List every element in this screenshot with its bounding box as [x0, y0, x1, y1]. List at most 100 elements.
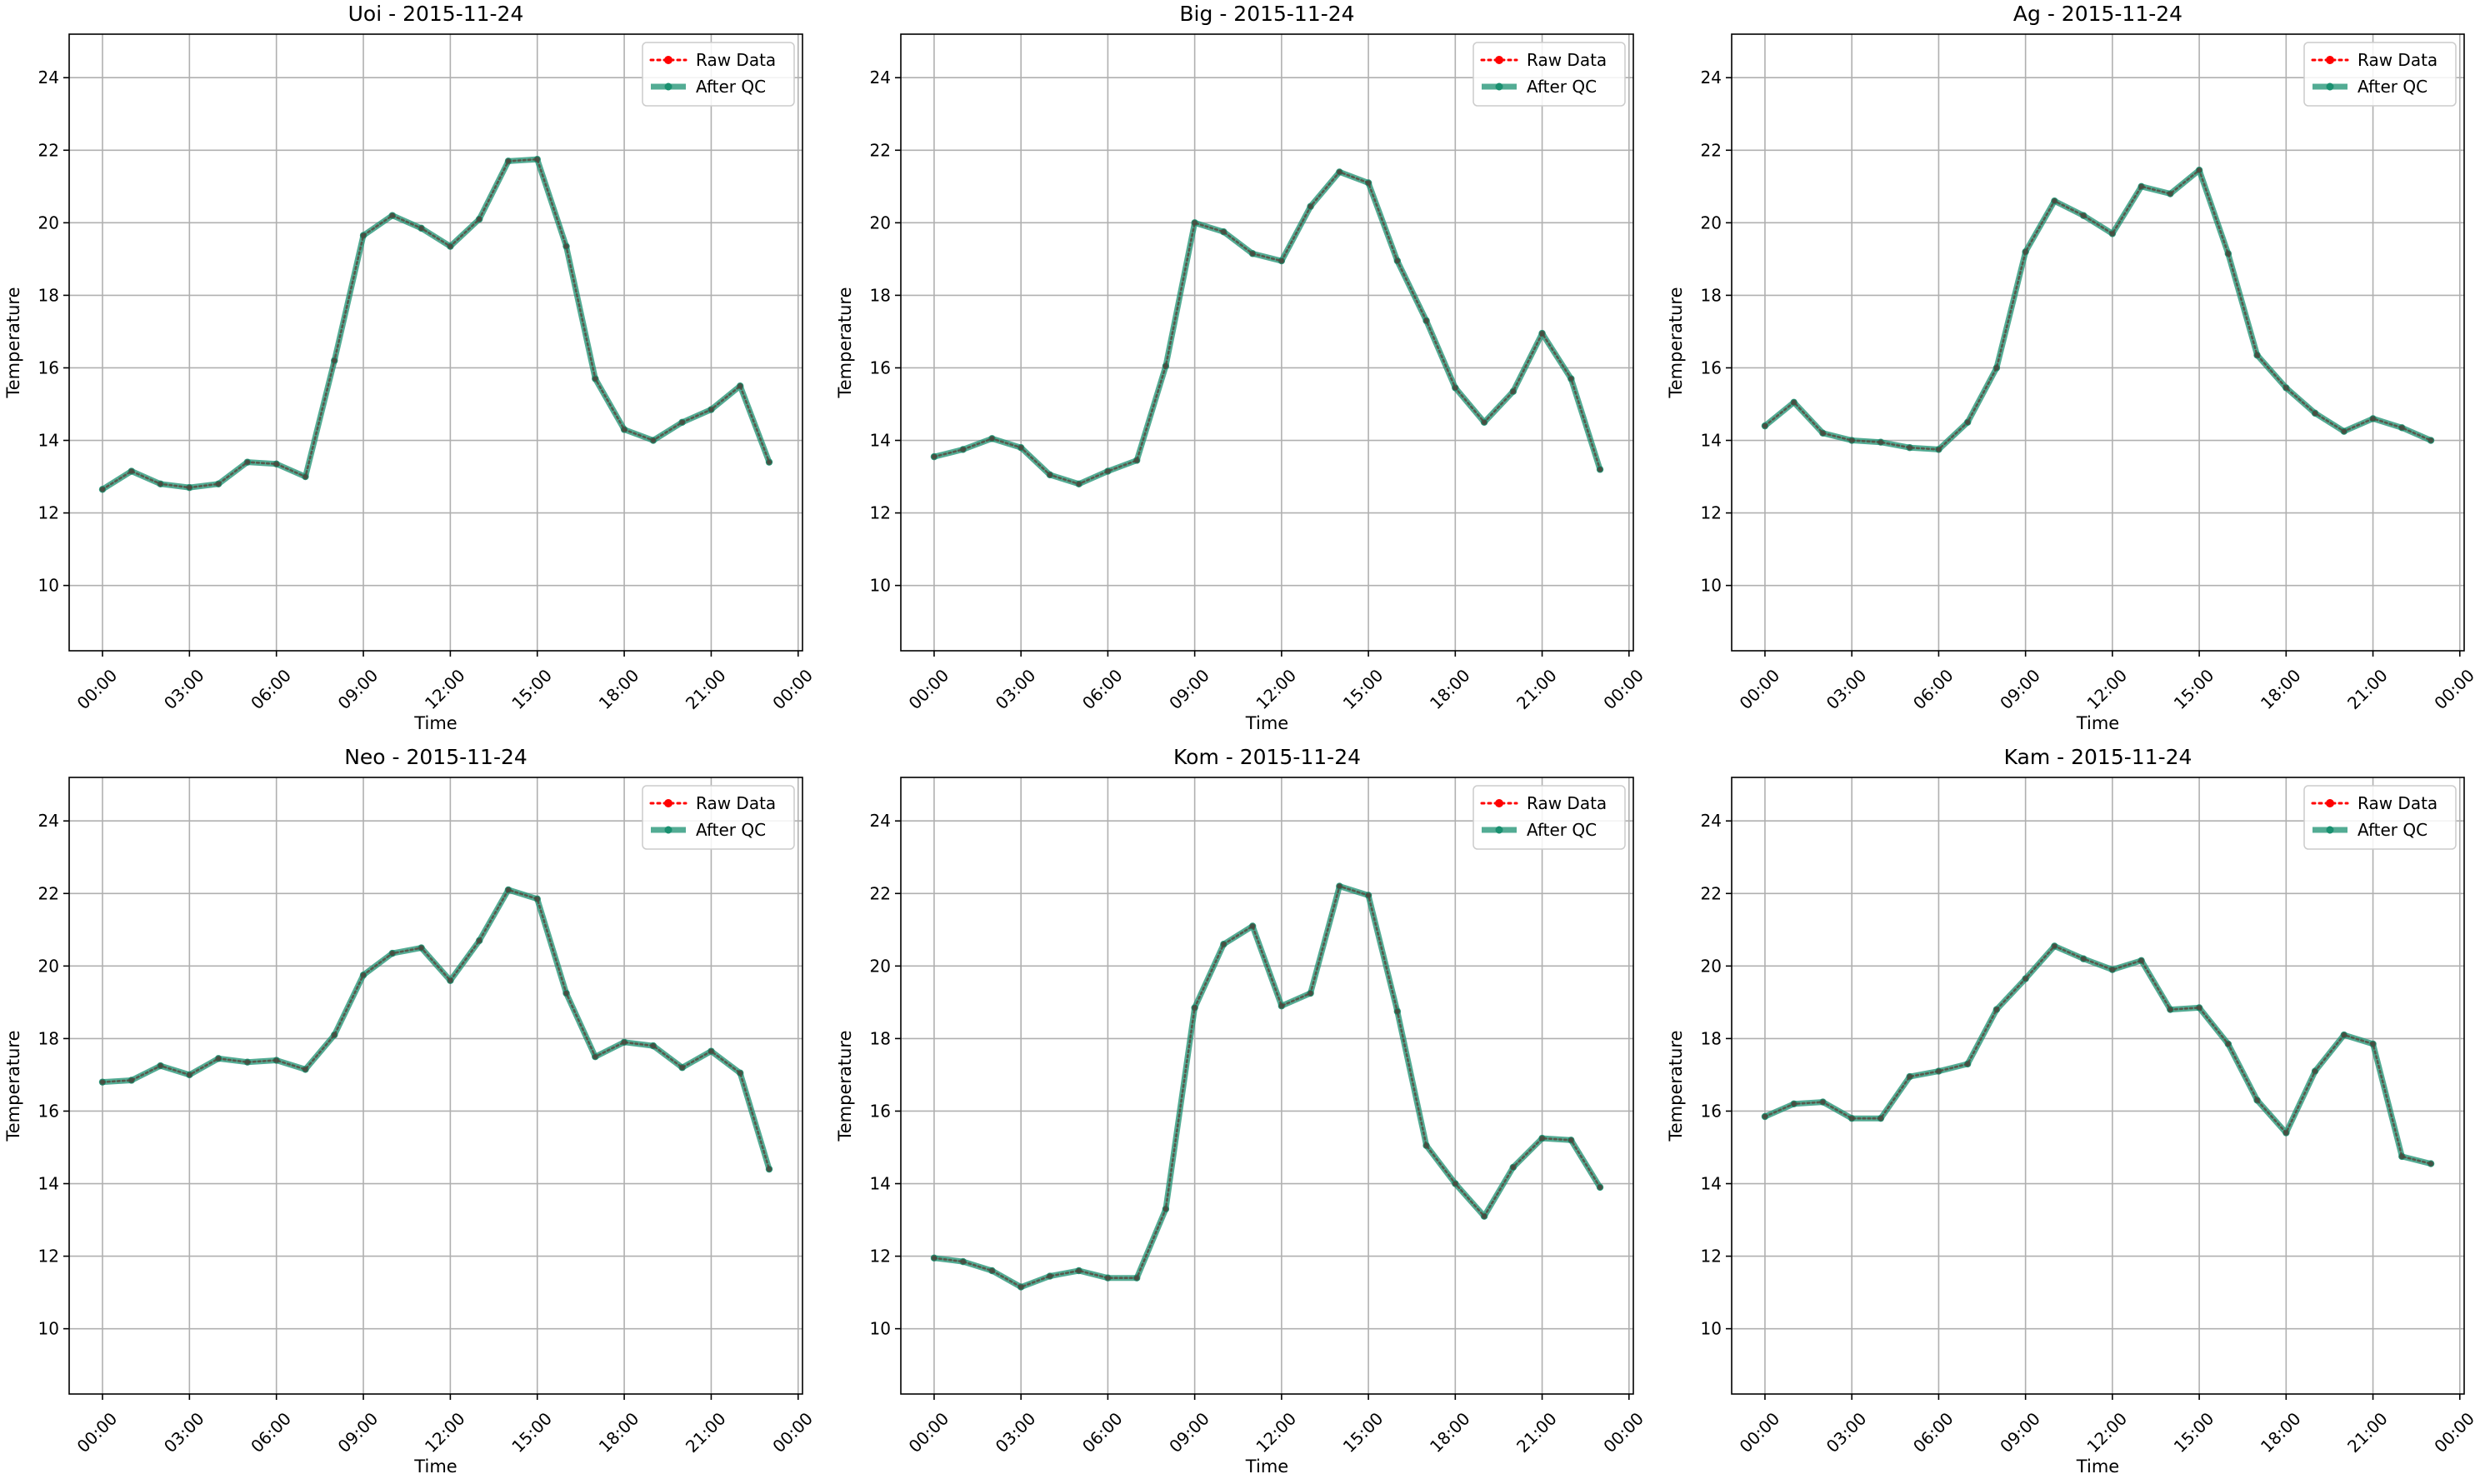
data-point: [2052, 198, 2058, 204]
x-tick-label: 00:00: [1599, 665, 1648, 713]
x-tick-label: 06:00: [247, 665, 295, 713]
y-tick-label: 12: [870, 1247, 891, 1267]
data-point: [244, 1059, 251, 1065]
chart-panel-3: 10 12 14 16 18 20 22 24 00:00 03:00 06:00 09:00 12:0…: [1666, 2, 2478, 733]
y-tick-label: 12: [870, 503, 891, 523]
data-point: [505, 887, 512, 893]
data-point: [389, 950, 396, 957]
x-tick-label: 12:00: [421, 1408, 469, 1457]
data-point: [2370, 1041, 2376, 1047]
chart-title: Kom - 2015-11-24: [1173, 745, 1361, 769]
data-point: [738, 1070, 743, 1076]
data-point: [302, 1067, 308, 1072]
x-tick-label: 21:00: [2343, 665, 2392, 713]
data-point: [534, 896, 540, 902]
data-point: [2022, 976, 2028, 982]
data-point: [1221, 229, 1227, 235]
series-line: [101, 157, 771, 491]
x-axis-label: Time: [1245, 713, 1288, 733]
data-point: [989, 1267, 995, 1274]
data-point: [2341, 428, 2348, 434]
y-tick-label: 20: [38, 212, 59, 232]
data-point: [1597, 467, 1603, 472]
data-point: [2225, 251, 2232, 257]
data-point: [563, 990, 569, 997]
y-tick-label: 16: [1701, 357, 1722, 377]
series-raw-data: [99, 156, 772, 492]
chart-title: Kam - 2015-11-24: [2004, 745, 2192, 769]
data-point: [2022, 248, 2028, 255]
y-tick-label: 14: [1701, 1174, 1722, 1194]
data-point: [1964, 1061, 1971, 1067]
series-raw-data: [99, 887, 772, 1172]
series-line: [932, 884, 1602, 1289]
chart-panel-5: 10 12 14 16 18 20 22 24 00:00 03:00 06:00 09:00 12:0…: [835, 745, 1648, 1477]
data-point: [960, 1258, 966, 1265]
data-point: [2080, 212, 2087, 218]
x-tick-label: 12:00: [1252, 1408, 1300, 1457]
axes-frame: [1731, 777, 2465, 1395]
y-tick-label: 14: [38, 1174, 59, 1194]
data-point: [1762, 1113, 1768, 1120]
legend-marker-raw-data: [1495, 799, 1503, 807]
y-tick-label: 22: [870, 883, 891, 903]
data-point: [1907, 445, 1912, 451]
legend: Raw Data After QC: [2303, 785, 2457, 850]
data-point: [2283, 1130, 2289, 1136]
data-point: [1162, 1206, 1169, 1212]
axes-frame: [1731, 33, 2465, 652]
x-tick-label: 15:00: [2170, 665, 2218, 713]
x-axis-label: Time: [2076, 713, 2119, 733]
chart-panel-6: 10 12 14 16 18 20 22 24 00:00 03:00 06:00 09:00 12:0…: [1666, 745, 2478, 1477]
data-point: [1791, 1101, 1797, 1107]
data-point: [1278, 1003, 1285, 1009]
data-point: [1308, 990, 1313, 997]
y-tick-label: 10: [1701, 1319, 1722, 1339]
x-axis-label: Time: [1245, 1457, 1288, 1477]
data-point: [1820, 1099, 1826, 1105]
y-tick-label: 18: [870, 1028, 891, 1048]
y-tick-label: 20: [38, 956, 59, 976]
data-point: [2080, 956, 2087, 962]
x-tick-label: 09:00: [1165, 665, 1213, 713]
data-point: [187, 484, 192, 491]
y-tick-label: 16: [38, 1101, 59, 1121]
y-tick-label: 10: [870, 1319, 891, 1339]
data-point: [1539, 1135, 1545, 1142]
data-point: [1221, 942, 1227, 947]
x-tick-label: 15:00: [2170, 1408, 2218, 1457]
legend-label-after-qc: After QC: [1527, 77, 1597, 97]
legend-label-raw-data: Raw Data: [696, 793, 776, 813]
data-point: [1337, 883, 1342, 889]
x-axis-label: Time: [413, 1457, 457, 1477]
x-tick-label: 03:00: [992, 1408, 1040, 1457]
legend-marker-after-qc: [1495, 82, 1503, 91]
x-tick-label: 18:00: [2257, 1408, 2305, 1457]
y-tick-label: 12: [38, 503, 59, 523]
x-tick-label: 06:00: [1078, 665, 1127, 713]
series-line: [1763, 168, 2432, 451]
y-tick-label: 20: [870, 956, 891, 976]
x-tick-label: 09:00: [1165, 1408, 1213, 1457]
legend-label-raw-data: Raw Data: [696, 50, 776, 70]
data-point: [505, 158, 512, 164]
legend-label-after-qc: After QC: [696, 77, 766, 97]
data-point: [1878, 439, 1884, 445]
data-point: [1394, 1008, 1401, 1014]
series-line: [1762, 942, 2434, 1167]
x-tick-label: 09:00: [334, 1408, 382, 1457]
legend-marker-raw-data: [664, 799, 672, 807]
y-tick-label: 12: [1701, 503, 1722, 523]
data-point: [679, 1065, 685, 1071]
y-tick-label: 16: [38, 357, 59, 377]
data-point: [1365, 892, 1372, 898]
y-tick-label: 14: [870, 431, 891, 451]
legend-marker-raw-data: [1495, 56, 1503, 64]
data-point: [332, 357, 338, 363]
y-tick-label: 18: [1701, 285, 1722, 305]
data-point: [2428, 437, 2434, 443]
series-after-qc: [1761, 942, 2435, 1167]
data-point: [708, 407, 714, 412]
data-point: [332, 1032, 338, 1038]
